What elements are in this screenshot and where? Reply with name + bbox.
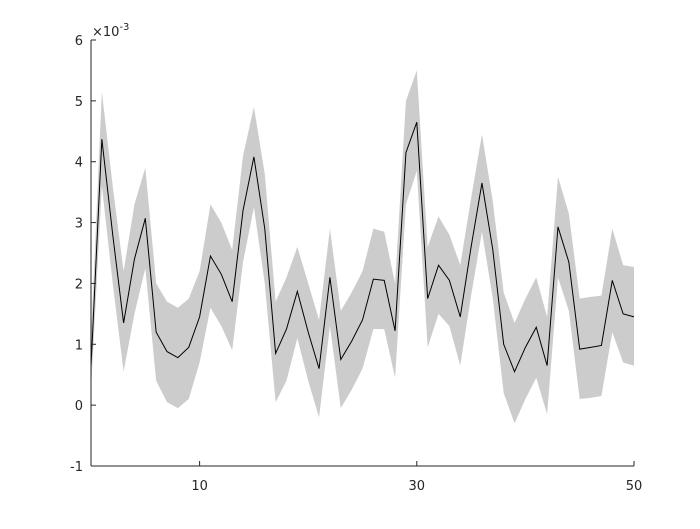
x-tick-label: 50 bbox=[626, 479, 643, 494]
y-tick-label: 2 bbox=[75, 277, 83, 292]
multiplier-exponent: -3 bbox=[119, 22, 129, 33]
mean-line bbox=[90, 121, 635, 373]
y-tick-label: 4 bbox=[75, 156, 83, 171]
y-tick-label: 0 bbox=[75, 399, 83, 414]
y-tick-label: 5 bbox=[75, 95, 83, 110]
y-multiplier: ×10-3 bbox=[92, 22, 129, 40]
y-tick-label: -1 bbox=[70, 460, 83, 475]
confidence-band bbox=[91, 70, 634, 424]
x-tick-label: 30 bbox=[409, 479, 426, 494]
x-tick-label: 10 bbox=[191, 479, 208, 494]
y-tick-label: 1 bbox=[75, 338, 83, 353]
y-tick-label: 6 bbox=[75, 34, 83, 49]
y-tick-label: 3 bbox=[75, 217, 83, 232]
multiplier-base: ×10 bbox=[92, 25, 119, 40]
